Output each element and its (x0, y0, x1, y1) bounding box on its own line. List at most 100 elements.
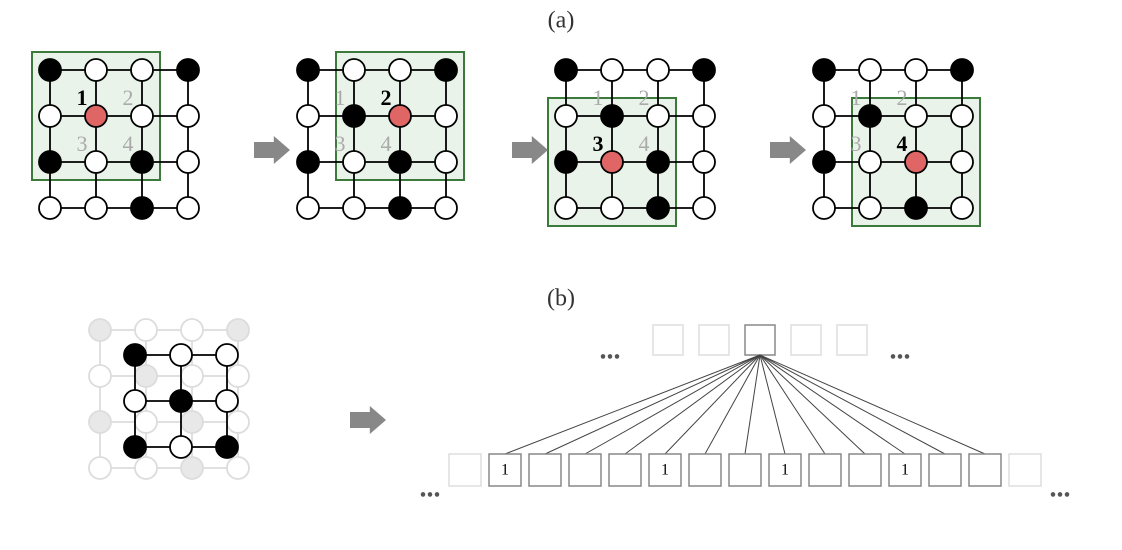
grid-node (85, 105, 107, 127)
panel-a-grid-4: 1234 (813, 59, 980, 226)
svg-text:1: 1 (77, 85, 88, 110)
tree-edge (760, 355, 825, 454)
tree-edge (745, 355, 760, 454)
grid-node (131, 59, 153, 81)
grid-node (693, 59, 715, 81)
grid-node (859, 151, 881, 173)
tree-leaf-box (569, 454, 601, 486)
grid-node (135, 319, 157, 341)
svg-text:2: 2 (381, 85, 392, 110)
tree-leaf-box (609, 454, 641, 486)
grid-node (647, 105, 669, 127)
grid-node (647, 151, 669, 173)
tree-edge (760, 355, 865, 454)
grid-node (905, 105, 927, 127)
grid-node (859, 197, 881, 219)
grid-node (89, 411, 111, 433)
svg-text:2: 2 (123, 85, 134, 110)
svg-text:4: 4 (639, 131, 650, 156)
svg-text:1: 1 (851, 85, 862, 110)
grid-node (124, 436, 146, 458)
grid-node (177, 105, 199, 127)
svg-text:1: 1 (501, 462, 509, 479)
grid-node (135, 365, 157, 387)
grid-node (89, 319, 111, 341)
grid-node (951, 59, 973, 81)
grid-node (343, 105, 365, 127)
svg-text:4: 4 (897, 131, 908, 156)
tree-edge (545, 355, 760, 454)
panel-a-grid-2: 1234 (297, 52, 464, 219)
grid-node (555, 197, 577, 219)
grid-node (389, 151, 411, 173)
grid-node (227, 457, 249, 479)
grid-node (124, 344, 146, 366)
svg-text:1: 1 (781, 462, 789, 479)
grid-node (181, 411, 203, 433)
tree-ghost-box (653, 325, 683, 355)
grid-node (859, 59, 881, 81)
svg-text:3: 3 (851, 131, 862, 156)
tree-edge (760, 355, 985, 454)
grid-node (601, 105, 623, 127)
grid-node (555, 105, 577, 127)
arrow-icon (350, 406, 386, 434)
diagram-canvas: (a)1234123412341234(b)......1111...... (0, 0, 1122, 550)
tree-leaf-box (849, 454, 881, 486)
svg-text:4: 4 (381, 131, 392, 156)
svg-text:3: 3 (593, 131, 604, 156)
grid-node (813, 105, 835, 127)
grid-node (343, 59, 365, 81)
tree-ghost-box (699, 325, 729, 355)
grid-node (170, 436, 192, 458)
arrow-icon (770, 136, 806, 164)
grid-node (89, 457, 111, 479)
tree-edge (625, 355, 760, 454)
grid-node (647, 197, 669, 219)
grid-node (435, 197, 457, 219)
tree-leaf-box (689, 454, 721, 486)
grid-node (905, 59, 927, 81)
grid-node (343, 197, 365, 219)
svg-text:...: ... (1050, 472, 1071, 503)
svg-text:1: 1 (335, 85, 346, 110)
grid-node (170, 390, 192, 412)
tree-leaf-box (929, 454, 961, 486)
grid-node (216, 344, 238, 366)
grid-node (601, 151, 623, 173)
grid-node (813, 151, 835, 173)
grid-node (601, 59, 623, 81)
grid-node (693, 151, 715, 173)
tree-ghost-box (837, 325, 867, 355)
grid-node (181, 319, 203, 341)
grid-node (389, 59, 411, 81)
tree-edge (760, 355, 945, 454)
svg-text:1: 1 (593, 85, 604, 110)
tree-leaf-box (729, 454, 761, 486)
grid-node (693, 197, 715, 219)
grid-node (131, 105, 153, 127)
svg-text:1: 1 (901, 462, 909, 479)
arrow-icon (512, 136, 548, 164)
grid-node (227, 365, 249, 387)
grid-node (813, 197, 835, 219)
grid-node (601, 197, 623, 219)
grid-node (135, 457, 157, 479)
tree-edge (705, 355, 760, 454)
grid-node (389, 105, 411, 127)
tree-root-box (745, 325, 775, 355)
tree-edge (665, 355, 760, 454)
grid-node (131, 197, 153, 219)
svg-text:2: 2 (639, 85, 650, 110)
tree-ghost-leaf (1009, 454, 1041, 486)
grid-node (435, 151, 457, 173)
grid-node (124, 390, 146, 412)
panel-a-grid-3: 1 2 3 4 (548, 59, 715, 226)
grid-node (170, 344, 192, 366)
tree-leaf-box (809, 454, 841, 486)
arrow-icon (254, 136, 290, 164)
grid-node (297, 197, 319, 219)
grid-node (813, 59, 835, 81)
grid-node (177, 197, 199, 219)
grid-node (177, 151, 199, 173)
